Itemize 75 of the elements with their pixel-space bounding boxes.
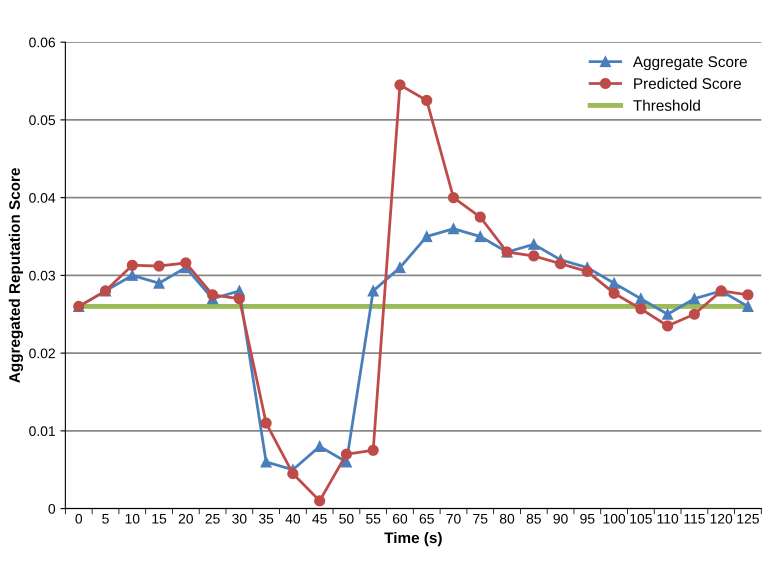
point	[394, 262, 406, 274]
x-tick-label: 65	[420, 514, 434, 524]
point	[608, 288, 620, 299]
point	[153, 278, 165, 289]
point	[340, 448, 352, 460]
legend-label: Predicted Score	[634, 78, 741, 90]
point	[662, 308, 674, 320]
point	[153, 260, 165, 272]
y-tick-label: 0.03	[29, 270, 56, 281]
x-tick-label: 115	[684, 514, 705, 524]
point	[126, 270, 138, 281]
x-tick-label: 30	[232, 514, 247, 524]
y-tick-label: 0	[48, 504, 56, 514]
x-tick-label: 100	[604, 514, 626, 524]
x-tick-label: 0	[75, 514, 82, 524]
y-tick-label: 0.04	[29, 192, 56, 203]
point	[260, 456, 272, 468]
x-tick-label: 80	[500, 514, 514, 524]
point	[234, 293, 245, 304]
legend-label: Threshold	[633, 100, 700, 111]
point	[421, 94, 432, 106]
point	[448, 223, 460, 234]
x-tick-label: 120	[710, 514, 732, 524]
point	[368, 444, 379, 456]
x-tick-label: 95	[580, 514, 594, 524]
x-tick-label: 125	[737, 514, 759, 524]
point	[260, 418, 272, 429]
point	[126, 260, 138, 271]
point	[474, 212, 486, 223]
x-tick-label: 70	[446, 514, 461, 524]
point	[207, 289, 218, 300]
point	[742, 289, 754, 300]
point	[608, 278, 620, 289]
point	[448, 192, 460, 204]
point	[635, 293, 646, 304]
x-tick-label: 5	[102, 514, 109, 524]
y-tick-label: 0.05	[29, 115, 56, 126]
point	[474, 230, 486, 242]
point	[180, 257, 192, 268]
x-axis-title: Time (s)	[384, 532, 442, 546]
point	[528, 250, 540, 262]
point	[421, 230, 432, 242]
x-tick-label: 45	[312, 514, 327, 524]
point	[688, 293, 700, 304]
x-tick-label: 25	[206, 514, 220, 524]
legend-label: Aggregate Score	[632, 56, 747, 70]
y-axis-title: Aggregated Reputation Score	[8, 168, 24, 383]
x-tick-label: 10	[126, 514, 140, 524]
point	[662, 320, 674, 332]
point	[688, 308, 700, 320]
point	[314, 440, 326, 452]
x-tick-label: 50	[339, 514, 354, 524]
point	[368, 285, 379, 296]
point	[742, 300, 754, 312]
point	[555, 258, 566, 270]
point	[635, 303, 646, 314]
point	[394, 79, 406, 90]
x-tick-label: 75	[473, 514, 488, 524]
point	[528, 238, 540, 250]
point	[582, 266, 593, 278]
x-tick-label: 110	[658, 514, 678, 524]
x-tick-label: 85	[526, 514, 541, 524]
x-tick-label: 35	[258, 514, 274, 524]
point	[287, 468, 298, 480]
y-tick-label: 0.06	[29, 37, 56, 48]
y-tick-label: 0.02	[29, 348, 55, 358]
x-tick-label: 20	[178, 514, 193, 524]
point	[314, 495, 326, 506]
x-tick-label: 15	[152, 514, 166, 524]
x-tick-label: 60	[392, 514, 408, 524]
x-tick-label: 40	[285, 514, 300, 524]
x-tick-label: 55	[366, 514, 380, 524]
x-tick-label: 90	[553, 514, 568, 524]
y-tick-label: 0.01	[29, 426, 55, 436]
x-tick-label: 105	[630, 514, 652, 524]
